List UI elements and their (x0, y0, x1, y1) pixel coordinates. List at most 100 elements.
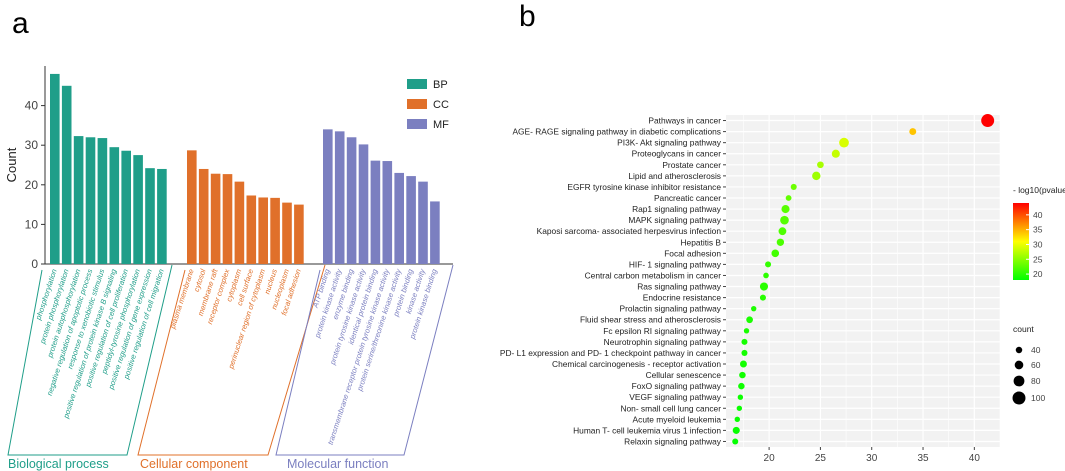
bar-bp (85, 137, 96, 264)
pathway-label: Fluid shear stress and atherosclerosis (580, 315, 721, 325)
bar-mf (334, 131, 345, 264)
pathway-dot (909, 128, 917, 136)
size-legend-label: 40 (1031, 345, 1041, 355)
pathway-dot (780, 215, 789, 225)
pathway-label: Kaposi sarcoma- associated herpesvirus i… (537, 226, 722, 236)
pathway-dot (771, 249, 780, 258)
bar-cc (282, 202, 292, 264)
pathway-dot (739, 360, 747, 368)
legend-swatch (407, 99, 427, 109)
pathway-dot (746, 316, 753, 324)
legend-swatch (407, 79, 427, 89)
bar-bp (50, 73, 60, 264)
legend-label: CC (433, 99, 449, 111)
y-axis-title: Count (4, 147, 19, 182)
pathway-dot (759, 282, 769, 291)
pathway-label: PI3K- Akt signaling pathway (617, 138, 722, 148)
size-legend-dot (1014, 360, 1024, 370)
bar-bp (133, 155, 143, 264)
pathway-dot (785, 195, 792, 201)
pathway-dot (763, 272, 769, 279)
pathway-dot (736, 405, 743, 411)
group-bracket (275, 264, 454, 456)
pathway-label: Neurotrophin signaling pathway (604, 337, 722, 347)
colorbar (1013, 203, 1029, 280)
group-title: Biological process (8, 457, 109, 471)
panel-b-label: b (519, 0, 536, 33)
bar-bp (157, 168, 167, 264)
size-legend-dot (1012, 391, 1026, 405)
bar-cc (270, 197, 280, 264)
panel-a-label: a (12, 7, 29, 40)
pathway-dot (732, 426, 740, 434)
bar-cc (187, 150, 197, 264)
pathway-label: AGE- RAGE signaling pathway in diabetic … (512, 127, 721, 137)
size-legend-title: count (1013, 324, 1034, 334)
size-legend-dot (1013, 375, 1025, 387)
pathway-dot (732, 438, 739, 445)
pathway-dot (817, 161, 824, 169)
bar-bp (73, 136, 84, 264)
legend-swatch (407, 119, 427, 129)
y-tick-label: 0 (31, 257, 38, 271)
y-tick-label: 10 (25, 217, 39, 231)
pathway-label: Endocrine resistance (643, 293, 722, 303)
bar-mf (370, 160, 381, 264)
bar-bp (97, 138, 108, 264)
colorbar-tick-label: 30 (1033, 239, 1043, 249)
legend-label: MF (433, 119, 449, 131)
pathway-label: Prolactin signaling pathway (620, 304, 722, 314)
group-title: Cellular component (140, 457, 248, 471)
pathway-label: Human T- cell leukemia virus 1 infection (573, 425, 721, 435)
colorbar-title: - log10(pvalue) (1013, 185, 1065, 195)
size-legend-label: 80 (1031, 376, 1041, 386)
pathway-label: Fc epsilon RI signaling pathway (603, 326, 722, 336)
pathway-label: Pancreatic cancer (654, 193, 721, 203)
bar-cc (198, 168, 209, 264)
bar-mf (430, 201, 440, 264)
pathway-label: FoxO signaling pathway (632, 381, 722, 391)
pathway-label: Proteoglycans in cancer (632, 149, 722, 159)
pathway-dot (741, 338, 748, 345)
pathway-dot (759, 294, 766, 301)
pathway-label: Acute myeloid leukemia (633, 414, 722, 424)
pathway-label: Central carbon metabolism in cancer (585, 270, 722, 280)
bar-mf (346, 137, 357, 264)
size-legend-label: 60 (1031, 360, 1041, 370)
bar-cc (222, 174, 233, 264)
pathway-label: Relaxin signaling pathway (624, 436, 722, 446)
bar-cc (234, 181, 245, 264)
pathway-dot (765, 261, 772, 268)
pathway-dot (981, 114, 995, 128)
pathway-dot (812, 171, 821, 181)
pathway-label: Rap1 signaling pathway (632, 204, 722, 214)
size-legend-label: 100 (1031, 393, 1045, 403)
pathway-dot (738, 382, 745, 390)
pathway-dot (751, 305, 757, 312)
x-tick-label: 30 (866, 453, 878, 464)
pathway-label: MAPK signaling pathway (628, 215, 721, 225)
x-tick-label: 35 (917, 453, 929, 464)
bar-cc (210, 173, 221, 264)
pathway-label: Non- small cell lung cancer (620, 403, 721, 413)
pathway-dot (776, 238, 785, 246)
bar-mf (394, 172, 404, 264)
pathway-label: Focal adhesion (664, 248, 721, 258)
pathway-label: Prostate cancer (662, 160, 721, 170)
x-tick-label: 25 (815, 453, 827, 464)
pathway-label: HIF- 1 signaling pathway (629, 259, 722, 269)
pathway-dot (790, 183, 797, 190)
y-tick-label: 20 (25, 178, 39, 192)
pathway-label: PD- L1 expression and PD- 1 checkpoint p… (500, 348, 721, 358)
group-title: Molecular function (287, 457, 388, 471)
group-bracket (7, 264, 173, 456)
pathway-label: Cellular senescence (646, 370, 722, 380)
pathway-dot (778, 227, 787, 236)
pathway-dot (737, 394, 744, 400)
pathway-dot (839, 137, 849, 148)
colorbar-tick-label: 40 (1033, 210, 1043, 220)
pathway-label: Pathways in cancer (648, 116, 721, 126)
